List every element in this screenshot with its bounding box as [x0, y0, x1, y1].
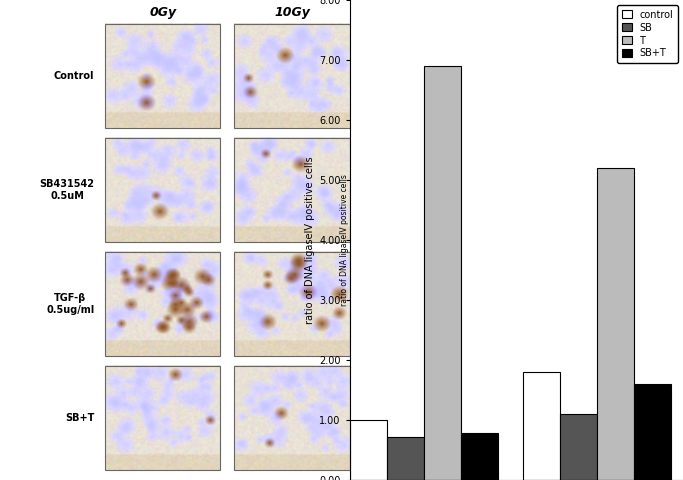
Bar [597, 168, 634, 480]
Text: Control: Control [54, 71, 94, 81]
Bar [105, 138, 221, 242]
Bar [461, 433, 498, 480]
Text: SB+T: SB+T [65, 413, 94, 423]
Bar [234, 24, 350, 129]
Bar [234, 138, 350, 242]
Legend: control, SB, T, SB+T: control, SB, T, SB+T [617, 5, 678, 63]
Bar [387, 437, 424, 480]
Text: SB431542
0.5uM: SB431542 0.5uM [40, 180, 94, 201]
Bar [522, 372, 559, 480]
Bar [634, 384, 671, 480]
Text: ratio of DNA ligaseIV positive cells: ratio of DNA ligaseIV positive cells [340, 174, 349, 306]
Text: 10Gy: 10Gy [274, 6, 310, 19]
Y-axis label: ratio of DNA ligaseIV positive cells: ratio of DNA ligaseIV positive cells [305, 156, 315, 324]
Bar [350, 420, 387, 480]
Bar [105, 252, 221, 356]
Bar [559, 414, 597, 480]
Text: 0Gy: 0Gy [149, 6, 176, 19]
Text: TGF-β
0.5ug/ml: TGF-β 0.5ug/ml [46, 293, 94, 315]
Bar [105, 24, 221, 129]
Bar [234, 366, 350, 470]
Bar [234, 252, 350, 356]
Bar [424, 66, 461, 480]
Bar [105, 366, 221, 470]
